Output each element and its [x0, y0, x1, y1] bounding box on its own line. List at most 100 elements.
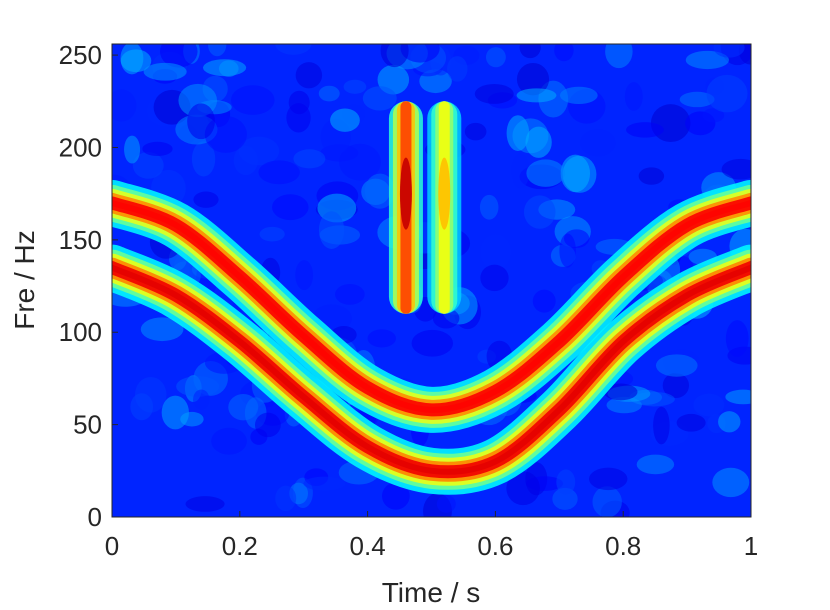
background-speckle	[725, 320, 749, 357]
background-speckle	[603, 383, 638, 401]
background-speckle	[132, 152, 164, 179]
background-speckle	[650, 104, 691, 143]
background-speckle	[318, 85, 340, 102]
ridge-core	[112, 264, 751, 475]
background-speckle	[554, 44, 574, 62]
background-speckle	[721, 158, 751, 180]
background-speckle	[464, 122, 487, 141]
y-tick-label: 0	[88, 502, 102, 532]
background-speckle	[712, 467, 750, 498]
y-tick-label: 100	[59, 317, 102, 347]
background-speckle	[272, 194, 309, 221]
x-tick-label: 0	[105, 531, 119, 561]
background-speckle	[556, 469, 576, 495]
background-speckle	[523, 195, 556, 229]
background-speckle	[204, 115, 247, 153]
background-speckle	[120, 49, 152, 73]
background-speckle	[676, 413, 706, 432]
background-speckle	[259, 226, 285, 242]
background-speckle	[588, 467, 628, 491]
background-speckle	[275, 44, 312, 55]
background-speckle	[702, 108, 725, 123]
background-speckle	[532, 289, 556, 313]
background-speckle	[511, 153, 530, 189]
ridge-core	[112, 199, 751, 413]
background-speckle	[140, 317, 184, 342]
background-speckle	[564, 229, 590, 248]
background-speckle	[525, 126, 552, 158]
background-speckle	[211, 427, 247, 455]
y-tick-label: 250	[59, 40, 102, 70]
background-speckle	[479, 194, 499, 220]
background-speckle	[474, 84, 514, 104]
background-speckle	[143, 62, 187, 81]
background-speckle	[318, 211, 345, 249]
background-speckle	[254, 412, 281, 438]
y-tick-label: 150	[59, 225, 102, 255]
background-speckle	[295, 260, 314, 291]
background-speckle	[519, 44, 541, 59]
background-speckle	[295, 62, 323, 89]
y-axis-label: Fre / Hz	[9, 230, 40, 330]
background-speckle	[193, 389, 210, 410]
background-speckle	[592, 486, 622, 517]
background-speckle	[124, 135, 141, 164]
background-speckle	[187, 103, 215, 140]
background-speckle	[275, 485, 297, 512]
background-speckle	[718, 411, 741, 433]
background-speckle	[400, 44, 440, 63]
background-speckle	[436, 495, 456, 513]
background-speckle	[653, 406, 670, 445]
axes-box	[111, 43, 752, 518]
background-speckle	[193, 191, 219, 208]
background-speckle	[480, 264, 509, 292]
background-speckle	[713, 44, 745, 58]
background-speckle	[286, 103, 311, 133]
background-speckle	[662, 372, 690, 399]
background-speckle	[485, 47, 506, 68]
component-3	[388, 101, 423, 314]
y-tick-label: 50	[73, 410, 102, 440]
background-speckle	[159, 44, 198, 68]
background-speckle	[161, 395, 189, 430]
background-speckle	[516, 62, 550, 96]
background-speckle	[605, 44, 633, 69]
background-speckle	[335, 283, 365, 305]
background-speckle	[506, 471, 540, 506]
background-speckle	[432, 308, 460, 329]
background-speckle	[693, 393, 725, 417]
background-speckle	[330, 108, 360, 132]
component-4	[427, 101, 462, 314]
background-speckle	[580, 129, 616, 157]
x-tick-label: 0.8	[605, 531, 641, 561]
background-speckle	[185, 496, 225, 512]
band-peak	[399, 157, 412, 230]
background-speckle	[411, 329, 454, 357]
background-speckle	[380, 44, 409, 68]
background-speckle	[207, 44, 227, 57]
background-speckle	[725, 389, 751, 405]
background-speckle	[339, 143, 381, 181]
background-speckle	[447, 56, 468, 82]
x-tick-label: 0.2	[222, 531, 258, 561]
background-speckle	[362, 86, 397, 111]
component-2	[112, 244, 751, 495]
background-speckle	[233, 145, 258, 176]
background-speckle	[112, 89, 137, 122]
background-speckle	[367, 329, 396, 348]
x-axis-ticks: 0 0.2 0.4 0.6 0.8 1	[105, 511, 758, 561]
background-speckle	[526, 159, 566, 187]
band-peak	[438, 157, 451, 230]
background-speckle	[638, 167, 665, 185]
background-speckle	[343, 79, 367, 94]
background-speckle	[685, 50, 730, 70]
background-speckle	[230, 85, 275, 115]
background-speckle	[679, 91, 715, 108]
y-tick-label: 200	[59, 132, 102, 162]
background-speckle	[624, 82, 643, 111]
background-speckle	[552, 487, 578, 510]
background-speckle	[293, 149, 326, 169]
background-speckle	[655, 354, 698, 377]
background-speckle	[228, 393, 259, 421]
